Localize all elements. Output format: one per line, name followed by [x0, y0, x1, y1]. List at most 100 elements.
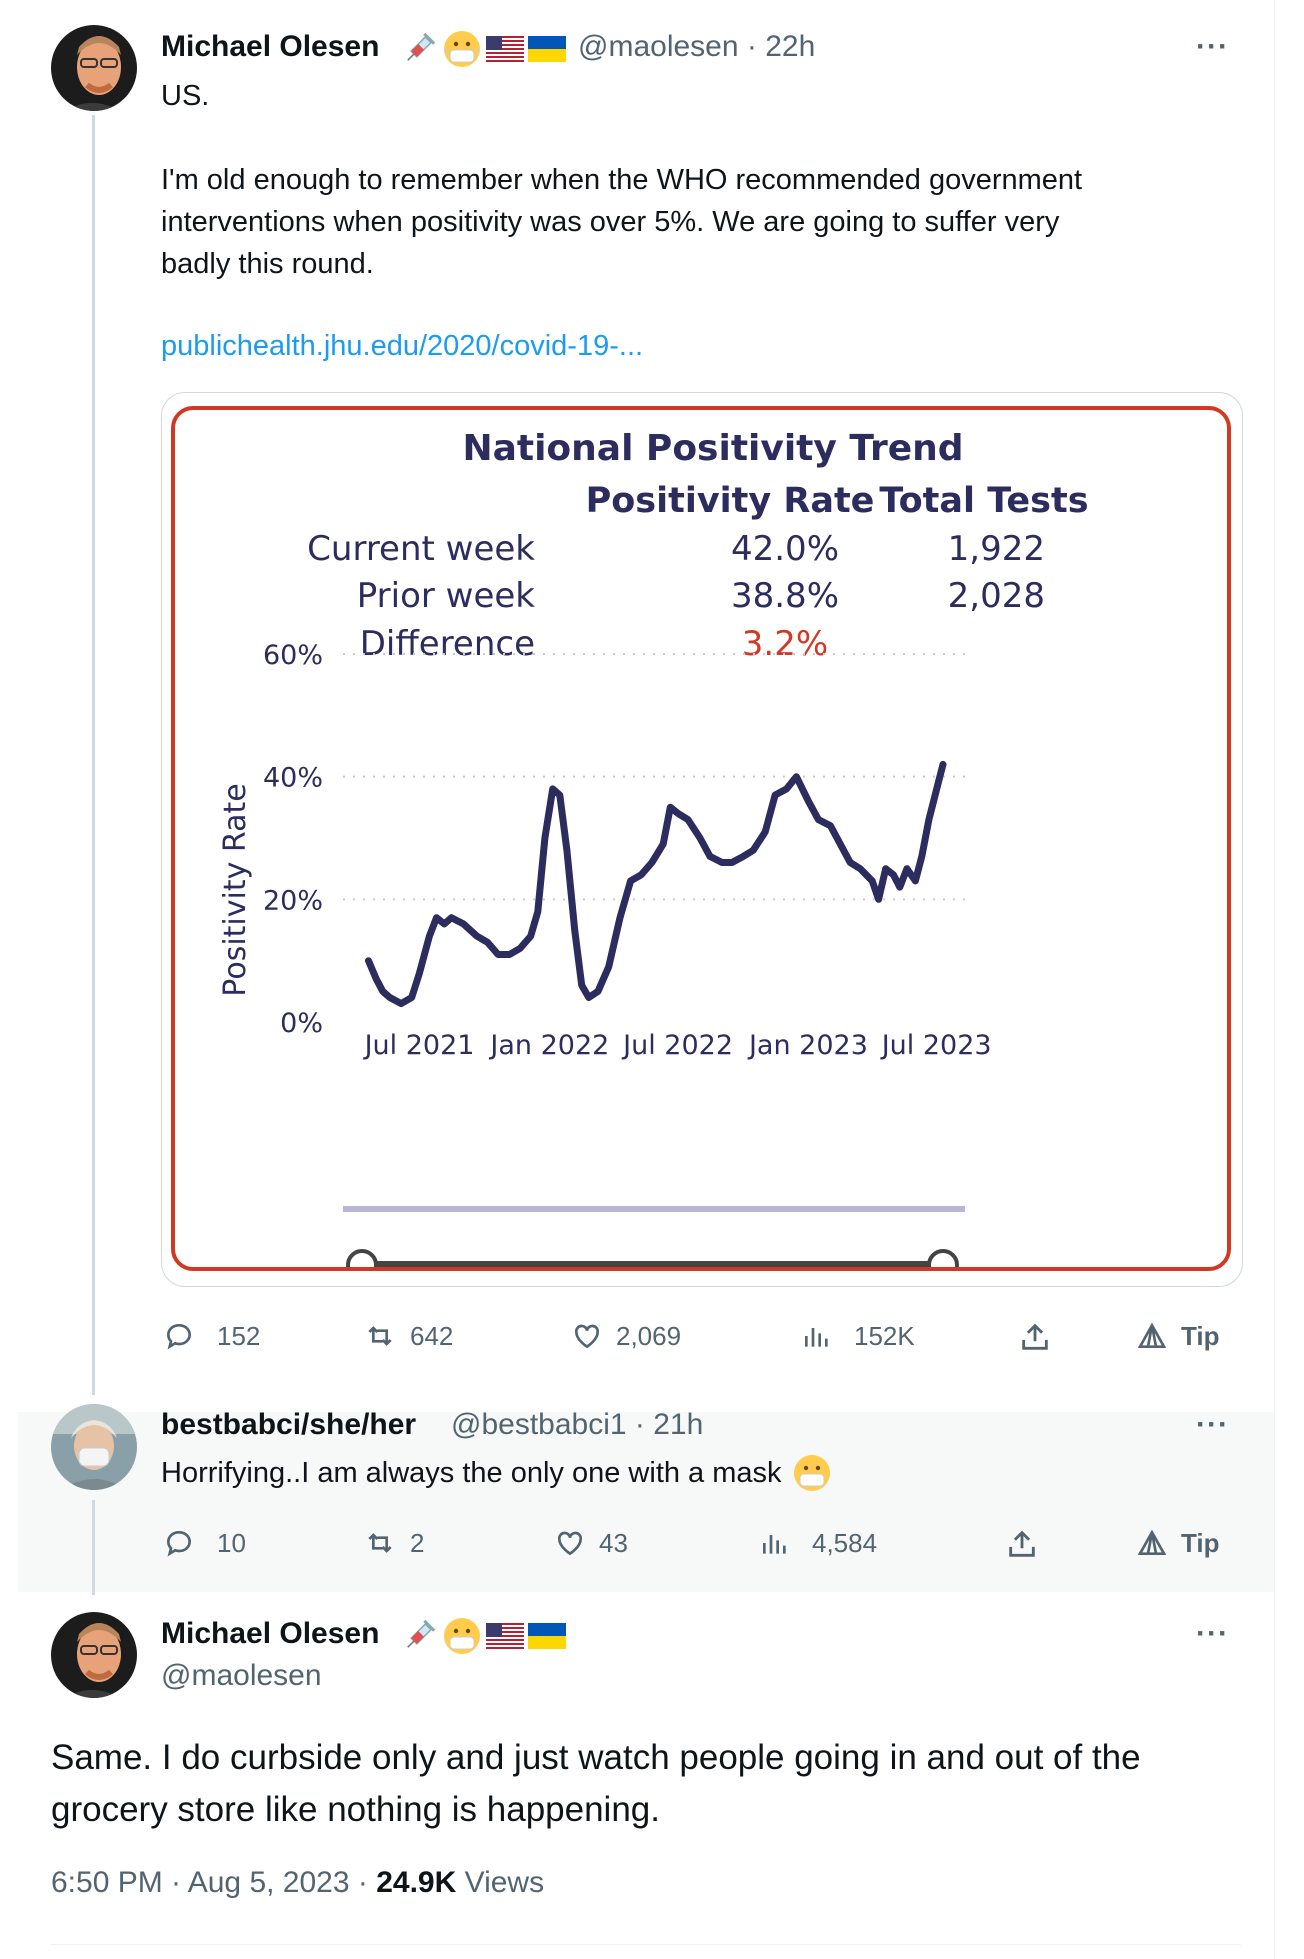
x-tick-label: Jul 2021	[363, 1030, 475, 1061]
row-rate-prior: 38.8%	[731, 576, 839, 616]
y-tick-label: 60%	[263, 640, 323, 671]
more-options-button[interactable]: ···	[1196, 1617, 1229, 1650]
view-count: 4,584	[812, 1527, 878, 1558]
tip-button[interactable]: Tip	[1135, 1527, 1220, 1559]
positivity-chart: National Positivity Trend Positivity Rat…	[218, 428, 1089, 1281]
row-tests-prior: 2,028	[948, 576, 1045, 616]
analytics-icon	[763, 1535, 786, 1554]
analytics-icon	[805, 1328, 828, 1347]
heart-icon	[557, 1531, 583, 1556]
col-header-tests: Total Tests	[879, 481, 1088, 521]
tweet-metadata: 6:50 PM · Aug 5, 2023 · 24.9K Views	[51, 1866, 544, 1900]
avatar-photo	[51, 1612, 137, 1698]
author-handle[interactable]: @bestbabci1 · 21h	[451, 1408, 703, 1442]
heart-icon	[574, 1324, 600, 1349]
retweet-icon	[368, 1533, 392, 1553]
row-rate-current: 42.0%	[731, 529, 839, 569]
more-options-button[interactable]: ···	[1196, 1408, 1229, 1441]
row-label-difference: Difference	[360, 624, 535, 664]
row-label-current: Current week	[307, 529, 535, 569]
avatar[interactable]	[51, 1404, 137, 1490]
name-emojis	[400, 29, 566, 69]
article-link[interactable]: publichealth.jhu.edu/2020/covid-19-...	[161, 330, 644, 362]
retweet-button[interactable]: 2	[362, 1527, 424, 1559]
ukraine-flag-icon	[528, 36, 566, 62]
main-tweet-text: Same. I do curbside only and just watch …	[51, 1738, 1141, 1829]
chart-title: National Positivity Trend	[462, 428, 963, 469]
author-handle[interactable]: @maolesen · 22h	[578, 30, 815, 64]
views-button[interactable]: 4,584	[758, 1527, 877, 1559]
views-label: Views	[456, 1866, 545, 1899]
y-tick-label: 20%	[263, 885, 323, 916]
us-flag-icon	[486, 1623, 524, 1649]
y-axis-label: Positivity Rate	[218, 783, 253, 996]
column-divider	[1274, 0, 1275, 1959]
tip-button[interactable]: Tip	[1135, 1320, 1220, 1352]
tweet-line: I'm old enough to remember when the WHO …	[161, 164, 1083, 196]
tweet-line	[161, 117, 1241, 159]
col-header-rate: Positivity Rate	[586, 481, 875, 521]
thread-connector	[92, 1500, 95, 1595]
avatar[interactable]	[51, 25, 137, 111]
tip-label: Tip	[1181, 1527, 1220, 1558]
more-options-button[interactable]: ···	[1196, 30, 1229, 63]
positivity-series-line	[365, 760, 947, 1008]
share-icon	[1022, 1323, 1048, 1350]
x-tick-label: Jan 2023	[747, 1030, 868, 1061]
timestamp[interactable]: · 22h	[746, 30, 816, 63]
x-axis: Jul 2021 Jan 2022 Jul 2022 Jan 2023 Jul 2023	[363, 1030, 992, 1061]
timestamp[interactable]: · 21h	[634, 1408, 704, 1441]
handle-text[interactable]: @maolesen	[578, 30, 739, 63]
like-button[interactable]: 2,069	[570, 1320, 681, 1352]
retweet-count: 642	[410, 1320, 454, 1351]
syringe-icon	[407, 1619, 436, 1648]
author-name[interactable]: Michael Olesen	[161, 1617, 380, 1650]
mask-emoji-icon	[793, 1455, 830, 1491]
range-slider-start-handle[interactable]	[346, 1249, 378, 1281]
views-button[interactable]: 152K	[800, 1320, 915, 1352]
share-button[interactable]	[1005, 1527, 1039, 1561]
x-tick-label: Jul 2022	[621, 1030, 733, 1061]
x-tick-label: Jul 2023	[880, 1030, 992, 1061]
share-button[interactable]	[1018, 1320, 1052, 1354]
reply-text: Horrifying..I am always the only one wit…	[161, 1452, 832, 1494]
handle-text[interactable]: @bestbabci1	[451, 1408, 627, 1441]
tip-icon	[1137, 1529, 1167, 1555]
like-count: 2,069	[616, 1320, 682, 1351]
row-label-prior: Prior week	[357, 576, 536, 616]
tip-label: Tip	[1181, 1320, 1220, 1351]
reply-button[interactable]: 152	[163, 1320, 260, 1352]
author-name[interactable]: Michael Olesen	[161, 30, 380, 63]
avatar[interactable]	[51, 1612, 137, 1698]
author-handle[interactable]: @maolesen	[161, 1659, 322, 1692]
ukraine-flag-icon	[528, 1623, 566, 1649]
tweet-line: badly this round.	[161, 248, 374, 280]
x-axis-baseline	[343, 1206, 965, 1212]
author-name[interactable]: bestbabci/she/her	[161, 1408, 417, 1441]
tweet-line: US.	[161, 80, 210, 112]
retweet-icon	[368, 1326, 392, 1346]
reply-icon	[166, 1530, 192, 1557]
grid-lines	[343, 653, 965, 901]
view-count: 152K	[854, 1320, 915, 1351]
mask-emoji-icon	[443, 31, 481, 67]
us-flag-icon	[486, 36, 524, 62]
tweet-text: US. I'm old enough to remember when the …	[161, 75, 1241, 285]
media-card[interactable]: National Positivity Trend Positivity Rat…	[161, 392, 1243, 1287]
like-button[interactable]: 43	[553, 1527, 628, 1559]
chart-frame: National Positivity Trend Positivity Rat…	[171, 406, 1231, 1281]
syringe-icon	[407, 32, 436, 61]
tip-icon	[1137, 1322, 1167, 1348]
reply-button[interactable]: 10	[163, 1527, 246, 1559]
reply-tweet[interactable]	[18, 1412, 1274, 1592]
range-slider-track[interactable]	[360, 1261, 945, 1269]
retweet-button[interactable]: 642	[362, 1320, 453, 1352]
reply-count: 152	[217, 1320, 261, 1351]
mask-emoji-icon	[444, 1618, 480, 1654]
avatar-photo	[51, 25, 137, 111]
post-timestamp[interactable]: 6:50 PM · Aug 5, 2023 ·	[51, 1866, 377, 1899]
name-emojis	[400, 1616, 566, 1656]
divider	[51, 1944, 1241, 1945]
range-slider-end-handle[interactable]	[927, 1249, 959, 1281]
